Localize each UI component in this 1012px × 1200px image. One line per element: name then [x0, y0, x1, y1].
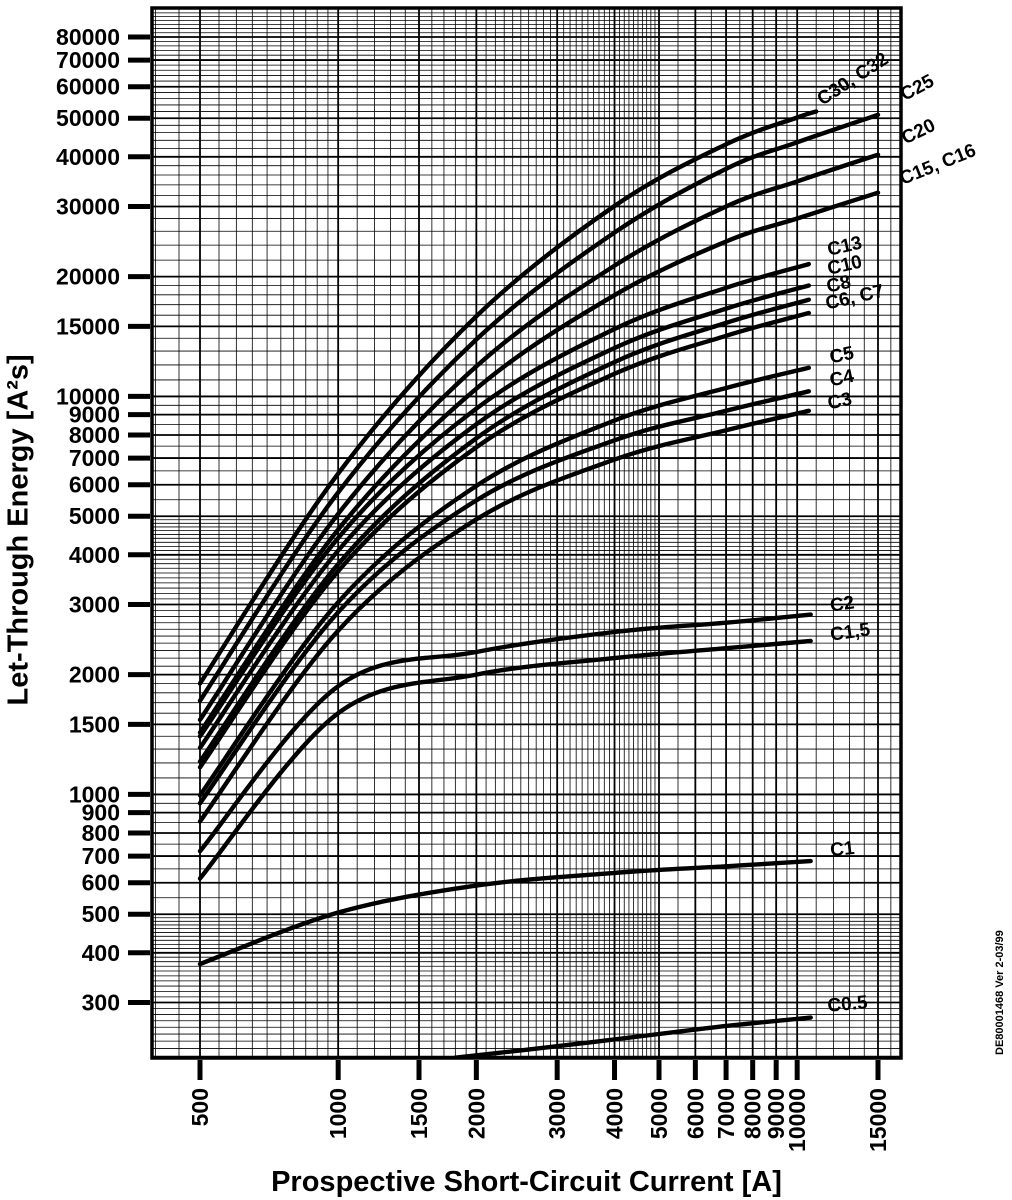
y-tick-label: 10000: [56, 383, 120, 409]
y-tick-label: 900: [82, 800, 120, 826]
y-tick-label: 400: [82, 940, 120, 966]
curve-c20: [197, 152, 881, 722]
plot-area: [152, 8, 901, 1058]
y-tick-label: 800: [82, 820, 120, 846]
curve-label-c25: C25: [897, 70, 938, 105]
y-tick-label: 40000: [56, 144, 120, 170]
x-tick-label: 5000: [646, 1088, 672, 1139]
curve-c30_32: [197, 109, 819, 686]
curve-label-c2: C2: [829, 592, 856, 616]
y-tick-label: 600: [82, 870, 120, 896]
curve-c25: [197, 112, 881, 703]
curve-c4: [197, 389, 811, 806]
curve-c1: [197, 858, 813, 967]
y-tick-label: 2000: [69, 662, 120, 688]
curve-c0_5: [453, 1015, 813, 1058]
x-tick-label: 2000: [463, 1088, 489, 1139]
curve-c1_5: [197, 638, 813, 881]
y-tick-label: 9000: [69, 402, 120, 428]
y-tick-label: 8000: [69, 422, 120, 448]
x-tick-label: 6000: [682, 1088, 708, 1139]
y-tick-label: 7000: [69, 445, 120, 471]
y-tick-label: 15000: [56, 313, 120, 339]
y-tick-label: 6000: [69, 472, 120, 498]
y-tick-label: 4000: [69, 542, 120, 568]
x-tick-label: 9000: [763, 1088, 789, 1139]
curve-c13: [197, 261, 811, 739]
y-tick-label: 500: [82, 901, 120, 927]
curves: [197, 109, 881, 1058]
x-tick-label: 500: [187, 1088, 213, 1126]
y-tick-label: 50000: [56, 105, 120, 131]
y-tick-label: 1500: [69, 711, 120, 737]
curve-label-c4: C4: [828, 366, 857, 392]
plot-frame: [150, 6, 903, 1060]
curve-c10: [197, 283, 811, 750]
y-tick-label: 300: [82, 990, 120, 1016]
x-tick-label: 15000: [865, 1088, 891, 1152]
curve-label-c1_5: C1,5: [829, 619, 872, 645]
curve-c5: [197, 365, 811, 798]
curve-label-c3: C3: [826, 389, 854, 415]
x-tick-label: 1000: [325, 1088, 351, 1139]
y-axis-title: Let-Through Energy [A²s]: [2, 354, 35, 706]
curve-label-c30_32: C30, C32: [814, 49, 893, 110]
document-stamp: DE80001468 Ver 2-03/99: [994, 930, 1006, 1055]
x-tick-label: 1500: [406, 1088, 432, 1139]
grid-minor: [152, 8, 901, 1058]
curve-label-c5: C5: [828, 343, 857, 369]
x-axis-title: Prospective Short-Circuit Current [A]: [271, 1166, 782, 1198]
curve-label-c0_5: C0.5: [827, 992, 869, 1016]
x-tick-label: 4000: [602, 1088, 628, 1139]
y-tick-label: 3000: [69, 592, 120, 618]
y-tick-label: 5000: [69, 503, 120, 529]
curve-c3: [197, 408, 811, 824]
y-tick-label: 700: [82, 843, 120, 869]
curve-c8: [197, 297, 811, 764]
y-tick-label: 30000: [56, 194, 120, 220]
y-tick-label: 80000: [56, 24, 120, 50]
axis-ticks: 3004005006007008009001000150020003000400…: [56, 24, 891, 1152]
y-tick-label: 70000: [56, 47, 120, 73]
y-tick-label: 20000: [56, 264, 120, 290]
y-tick-label: 60000: [56, 74, 120, 100]
curve-label-c1: C1: [829, 838, 856, 861]
x-tick-label: 7000: [713, 1088, 739, 1139]
x-tick-label: 8000: [740, 1088, 766, 1139]
x-tick-label: 10000: [784, 1088, 810, 1152]
curve-c6_7: [197, 310, 811, 770]
y-tick-label: 1000: [69, 781, 120, 807]
curve-c2: [197, 612, 813, 854]
curve-label-c20: C20: [898, 115, 939, 149]
x-tick-label: 3000: [544, 1088, 570, 1139]
curve-c15_16: [197, 190, 881, 735]
